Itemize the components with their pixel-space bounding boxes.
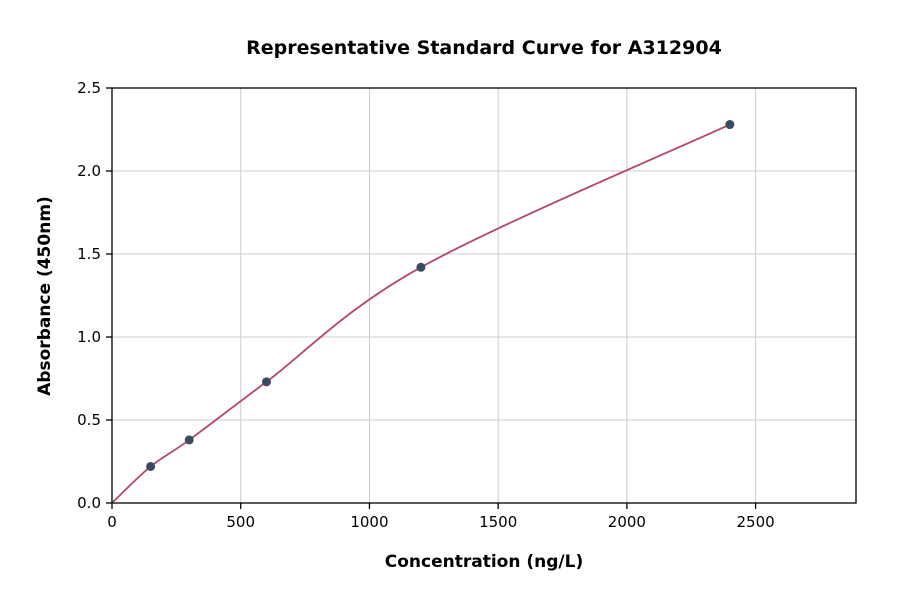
y-tick-label: 2.5 <box>77 79 101 97</box>
y-tick-label: 0.5 <box>77 411 101 429</box>
chart-title: Representative Standard Curve for A31290… <box>246 37 722 59</box>
x-axis-label: Concentration (ng/L) <box>385 552 583 572</box>
plot-border <box>111 87 857 504</box>
x-tick-label: 2000 <box>608 513 646 531</box>
x-tick-label: 0 <box>107 513 117 531</box>
y-tick-label: 1.0 <box>77 328 101 346</box>
y-tick-label: 1.5 <box>77 245 101 263</box>
data-point <box>146 461 156 471</box>
y-tick-label: 2.0 <box>77 162 101 180</box>
x-tick-label: 1000 <box>350 513 388 531</box>
x-tick-label: 500 <box>226 513 255 531</box>
fitted-curve-line <box>111 123 731 504</box>
data-point <box>184 435 194 445</box>
data-point <box>416 262 426 272</box>
x-tick-label: 1500 <box>479 513 517 531</box>
y-axis-label: Absorbance (450nm) <box>35 196 55 396</box>
plot-area: 0 500 1000 1500 2000 2500 0.0 0.5 1.0 1.5 2.0 2.5 <box>77 79 857 531</box>
data-point <box>261 377 271 387</box>
x-tick-label: 2500 <box>737 513 775 531</box>
y-tick-label: 0.0 <box>77 494 101 512</box>
data-point <box>725 120 735 130</box>
